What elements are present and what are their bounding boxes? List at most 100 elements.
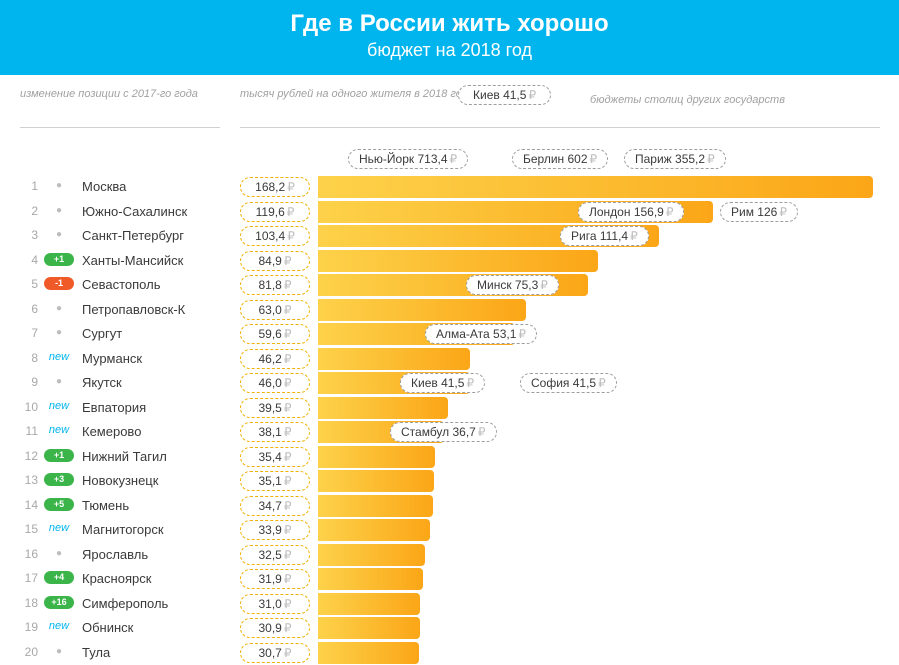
bar-area [318,544,425,566]
rank-change-badge [44,326,74,338]
chart-row: 14+5Тюмень34,7₽ [0,494,899,519]
city-name: Сургут [82,326,122,341]
rank-number: 17 [20,571,38,585]
rank-number: 10 [20,400,38,414]
rank-number: 5 [20,277,38,291]
rank-change-badge: new [44,424,74,436]
bar-area [318,568,423,590]
value-pill: 33,9₽ [240,520,310,540]
rank-change-badge: new [44,400,74,412]
rank-change-badge: new [44,351,74,363]
rank-number: 9 [20,375,38,389]
city-name: Магнитогорск [82,522,164,537]
city-name: Ханты-Мансийск [82,253,183,268]
rank-change-badge [44,302,74,314]
chart-row: 17+4Красноярск31,9₽ [0,567,899,592]
city-name: Тюмень [82,498,129,513]
foreign-pill: Киев 41,5₽ [400,373,485,393]
rank-change-badge [44,204,74,216]
divider-right [240,127,880,128]
rank-number: 11 [20,424,38,438]
rank-change-badge [44,645,74,657]
bar [318,397,448,419]
foreign-pill: Париж 355,2₽ [624,149,726,169]
bar [318,642,419,664]
rank-change-badge: new [44,620,74,632]
rank-number: 13 [20,473,38,487]
rank-number: 15 [20,522,38,536]
value-pill: 63,0₽ [240,300,310,320]
header-foreign-pill: Киев 41,5₽ [458,85,551,105]
bar-area [318,397,448,419]
foreign-pill: Алма-Ата 53,1₽ [425,324,537,344]
bar [318,519,430,541]
bar-area [318,617,420,639]
value-pill: 84,9₽ [240,251,310,271]
bar [318,544,425,566]
city-name: Тула [82,645,110,660]
city-name: Ярославль [82,547,148,562]
value-pill: 31,0₽ [240,594,310,614]
chart-row: 18+16Симферополь31,0₽ [0,592,899,617]
bar-area [318,250,598,272]
foreign-pill: Лондон 156,9₽ [578,202,684,222]
rank-change-badge: +3 [44,473,74,486]
rank-number: 18 [20,596,38,610]
value-pill: 35,4₽ [240,447,310,467]
value-pill: 30,9₽ [240,618,310,638]
bar [318,495,433,517]
chart-row: 6Петропавловск-К63,0₽ [0,298,899,323]
value-pill: 32,5₽ [240,545,310,565]
bar [318,299,526,321]
rank-number: 2 [20,204,38,218]
value-pill: 31,9₽ [240,569,310,589]
divider-left [20,127,220,128]
chart-rows: 1Москва168,2₽2Южно-Сахалинск119,6₽3Санкт… [0,175,899,665]
value-pill: 103,4₽ [240,226,310,246]
content: изменение позиции с 2017-го года тысяч р… [0,75,899,665]
foreign-pill: Минск 75,3₽ [466,275,559,295]
value-pill: 39,5₽ [240,398,310,418]
foreign-pill: Нью-Йорк 713,4₽ [348,149,468,169]
bar-area [318,593,420,615]
bar-area [318,299,526,321]
rank-number: 20 [20,645,38,659]
rank-number: 4 [20,253,38,267]
value-pill: 35,1₽ [240,471,310,491]
header: Где в России жить хорошо бюджет на 2018 … [0,0,899,75]
bar-area [318,470,434,492]
chart-row: 12+1Нижний Тагил35,4₽ [0,445,899,470]
chart-row: 4+1Ханты-Мансийск84,9₽ [0,249,899,274]
chart-row: 16 Ярославль 32,5₽ [0,543,899,568]
city-name: Новокузнецк [82,473,158,488]
chart-row: 1Москва168,2₽ [0,175,899,200]
chart-row: 15newМагнитогорск33,9₽ [0,518,899,543]
chart-row: 10newЕвпатория39,5₽ [0,396,899,421]
chart-row: 8newМурманск46,2₽ [0,347,899,372]
value-pill: 59,6₽ [240,324,310,344]
rank-number: 16 [20,547,38,561]
bar [318,593,420,615]
city-name: Петропавловск-К [82,302,185,317]
bar-area [318,176,873,198]
value-pill: 46,0₽ [240,373,310,393]
foreign-pill: Стамбул 36,7₽ [390,422,497,442]
city-name: Севастополь [82,277,161,292]
column-labels: изменение позиции с 2017-го года тысяч р… [0,87,899,135]
value-pill: 34,7₽ [240,496,310,516]
rank-number: 12 [20,449,38,463]
bar [318,470,434,492]
chart-row: 13 +3 Новокузнецк 35,1₽ [0,469,899,494]
city-name: Мурманск [82,351,142,366]
city-name: Красноярск [82,571,151,586]
rank-number: 14 [20,498,38,512]
foreign-pill: Берлин 602₽ [512,149,608,169]
bar [318,446,435,468]
chart-row: 20Тула30,7₽ [0,641,899,665]
value-pill: 46,2₽ [240,349,310,369]
label-change: изменение позиции с 2017-го года [20,87,198,101]
rank-change-badge: -1 [44,277,74,290]
bar [318,250,598,272]
city-name: Обнинск [82,620,133,635]
rank-change-badge: +1 [44,449,74,462]
